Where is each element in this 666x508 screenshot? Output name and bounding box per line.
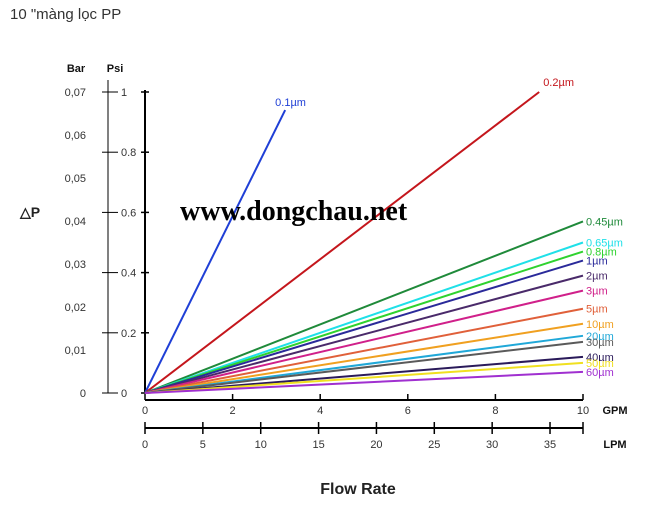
y-axis-label: △P [19,204,40,220]
series-line [144,370,584,394]
series-line [144,259,584,394]
series-label: 5µm [586,304,608,316]
series-label: 0.2µm [543,77,574,89]
x-tick-label-lpm: 20 [370,439,382,451]
series-label: 50µm [586,358,614,370]
x-unit-gpm: GPM [602,405,627,417]
image-caption: 10 "màng lọc PP [10,6,122,23]
series-label: 30µm [586,337,614,349]
series-line [144,250,584,394]
series-label: 10µm [586,319,614,331]
x-tick-label-lpm: 0 [142,439,148,451]
series-line [144,340,584,394]
y-tick-label-psi: 1 [121,87,127,99]
x-tick-label-lpm: 10 [255,439,267,451]
y-tick-label-bar: 0,01 [65,345,86,357]
x-tick-label-lpm: 25 [428,439,440,451]
chart-axes: 00.20.40.60.8100,010,020,030,040,050,060… [65,63,628,451]
y-tick-label-bar: 0 [80,388,86,400]
series-line [144,220,584,394]
x-tick-label-gpm: 0 [142,405,148,417]
y-tick-label-bar: 0,07 [65,87,86,99]
series-label: 0.65µm [586,238,623,250]
chart-title: Flow Rate [320,481,396,498]
y-tick-label-bar: 0,04 [65,216,86,228]
y-unit-bar: Bar [67,63,86,75]
x-tick-label-lpm: 30 [486,439,498,451]
y-tick-label-bar: 0,06 [65,130,86,142]
series-label: 40µm [586,352,614,364]
series-label: 3µm [586,286,608,298]
series-label: 1µm [586,256,608,268]
series-label: 20µm [586,331,614,343]
watermark-text: www.dongchau.net [180,196,408,227]
series-label: 0.1µm [275,97,306,109]
x-tick-label-gpm: 2 [230,405,236,417]
x-tick-label-gpm: 4 [317,405,323,417]
x-tick-label-gpm: 6 [405,405,411,417]
y-tick-label-psi: 0.8 [121,147,136,159]
series-lines [144,91,584,394]
x-tick-label-lpm: 35 [544,439,556,451]
series-label: 0.8µm [586,247,617,259]
x-tick-label-gpm: 8 [492,405,498,417]
y-unit-psi: Psi [107,63,124,75]
y-tick-label-psi: 0.6 [121,207,136,219]
series-line [144,355,584,394]
y-tick-label-bar: 0,02 [65,302,86,314]
series-line [144,109,287,394]
x-tick-label-lpm: 15 [312,439,324,451]
series-label: 60µm [586,367,614,379]
series-label: 2µm [586,271,608,283]
y-tick-label-psi: 0.2 [121,328,136,340]
y-tick-label-bar: 0,05 [65,173,86,185]
series-line [144,289,584,394]
series-label: 0.45µm [586,216,623,228]
y-tick-label-psi: 0.4 [121,268,136,280]
x-unit-lpm: LPM [603,439,626,451]
series-line [144,241,584,394]
series-line [144,274,584,394]
y-tick-label-psi: 0 [121,388,127,400]
series-line [144,361,584,394]
x-tick-label-lpm: 5 [200,439,206,451]
series-line [144,91,540,394]
x-tick-label-gpm: 10 [577,405,589,417]
y-tick-label-bar: 0,03 [65,259,86,271]
series-line [144,307,584,394]
series-line [144,322,584,394]
